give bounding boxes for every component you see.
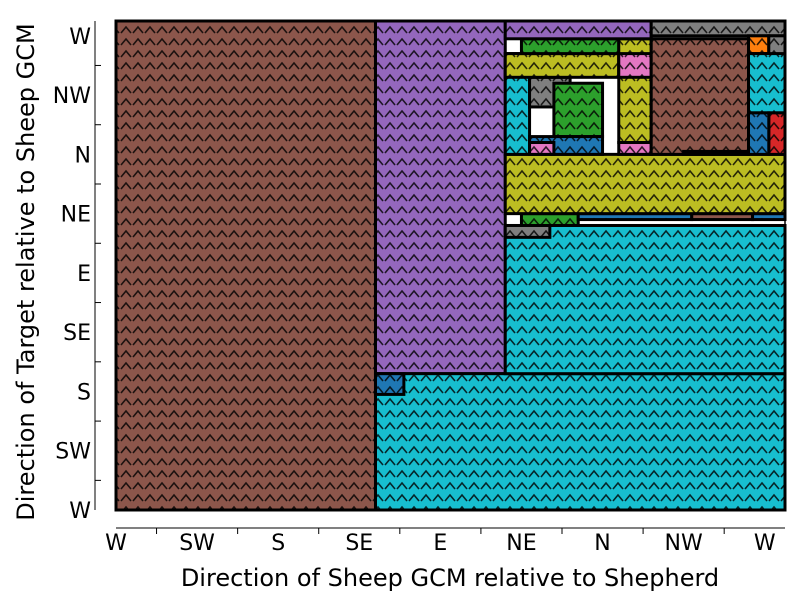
y-tick-label: SE: [63, 321, 91, 346]
region-brown-21: [649, 37, 751, 156]
y-axis-label: Direction of Target relative to Sheep GC…: [12, 23, 40, 520]
x-tick-label: E: [433, 531, 447, 556]
region-cyan-4: [503, 223, 787, 376]
region-blue-3: [373, 372, 406, 396]
x-axis-label: Direction of Sheep GCM relative to Sheph…: [181, 564, 719, 592]
x-tick-label: W: [105, 531, 127, 556]
region-olive-16: [503, 52, 621, 79]
y-tick-label: W: [69, 25, 91, 50]
y-tick-label: N: [75, 143, 91, 168]
x-tick-label: SW: [179, 531, 215, 556]
y-tick-label: S: [77, 380, 91, 405]
heatmap-regions: [114, 19, 787, 512]
x-axis-ticks: W SW S SE E NE N NW W: [105, 528, 776, 556]
x-tick-label: W: [754, 531, 776, 556]
region-green-6: [519, 212, 580, 227]
region-purple-22: [503, 19, 653, 41]
region-orange-24: [747, 34, 771, 56]
x-tick-label: S: [271, 531, 285, 556]
region-blue-28: [747, 111, 771, 156]
region-olive-10: [503, 152, 787, 216]
y-axis-ticks: W NW N NE E SE S SW W: [53, 25, 101, 524]
region-green-17: [519, 37, 621, 56]
x-tick-label: NW: [665, 531, 703, 556]
region-cyan-26: [747, 52, 787, 115]
region-red-27: [767, 111, 787, 156]
x-tick-label: N: [594, 531, 610, 556]
x-tick-label: NE: [506, 531, 536, 556]
region-gray-23: [649, 19, 787, 38]
region-purple-29: [682, 149, 751, 156]
region-cyan-2: [373, 372, 787, 512]
region-brown-0: [114, 19, 377, 512]
y-tick-label: SW: [55, 440, 91, 465]
y-tick-label: W: [69, 499, 91, 524]
y-tick-label: E: [77, 262, 91, 287]
region-gray-5: [503, 223, 552, 239]
x-tick-label: SE: [345, 531, 373, 556]
y-tick-label: NW: [53, 84, 91, 109]
region-pink-20: [617, 141, 653, 156]
plot-frame: [115, 20, 786, 511]
region-purple-1: [373, 19, 507, 376]
region-green-13: [552, 81, 605, 139]
region-pink-15: [528, 141, 556, 156]
region-pink-19: [617, 52, 653, 79]
y-tick-label: NE: [61, 203, 91, 228]
